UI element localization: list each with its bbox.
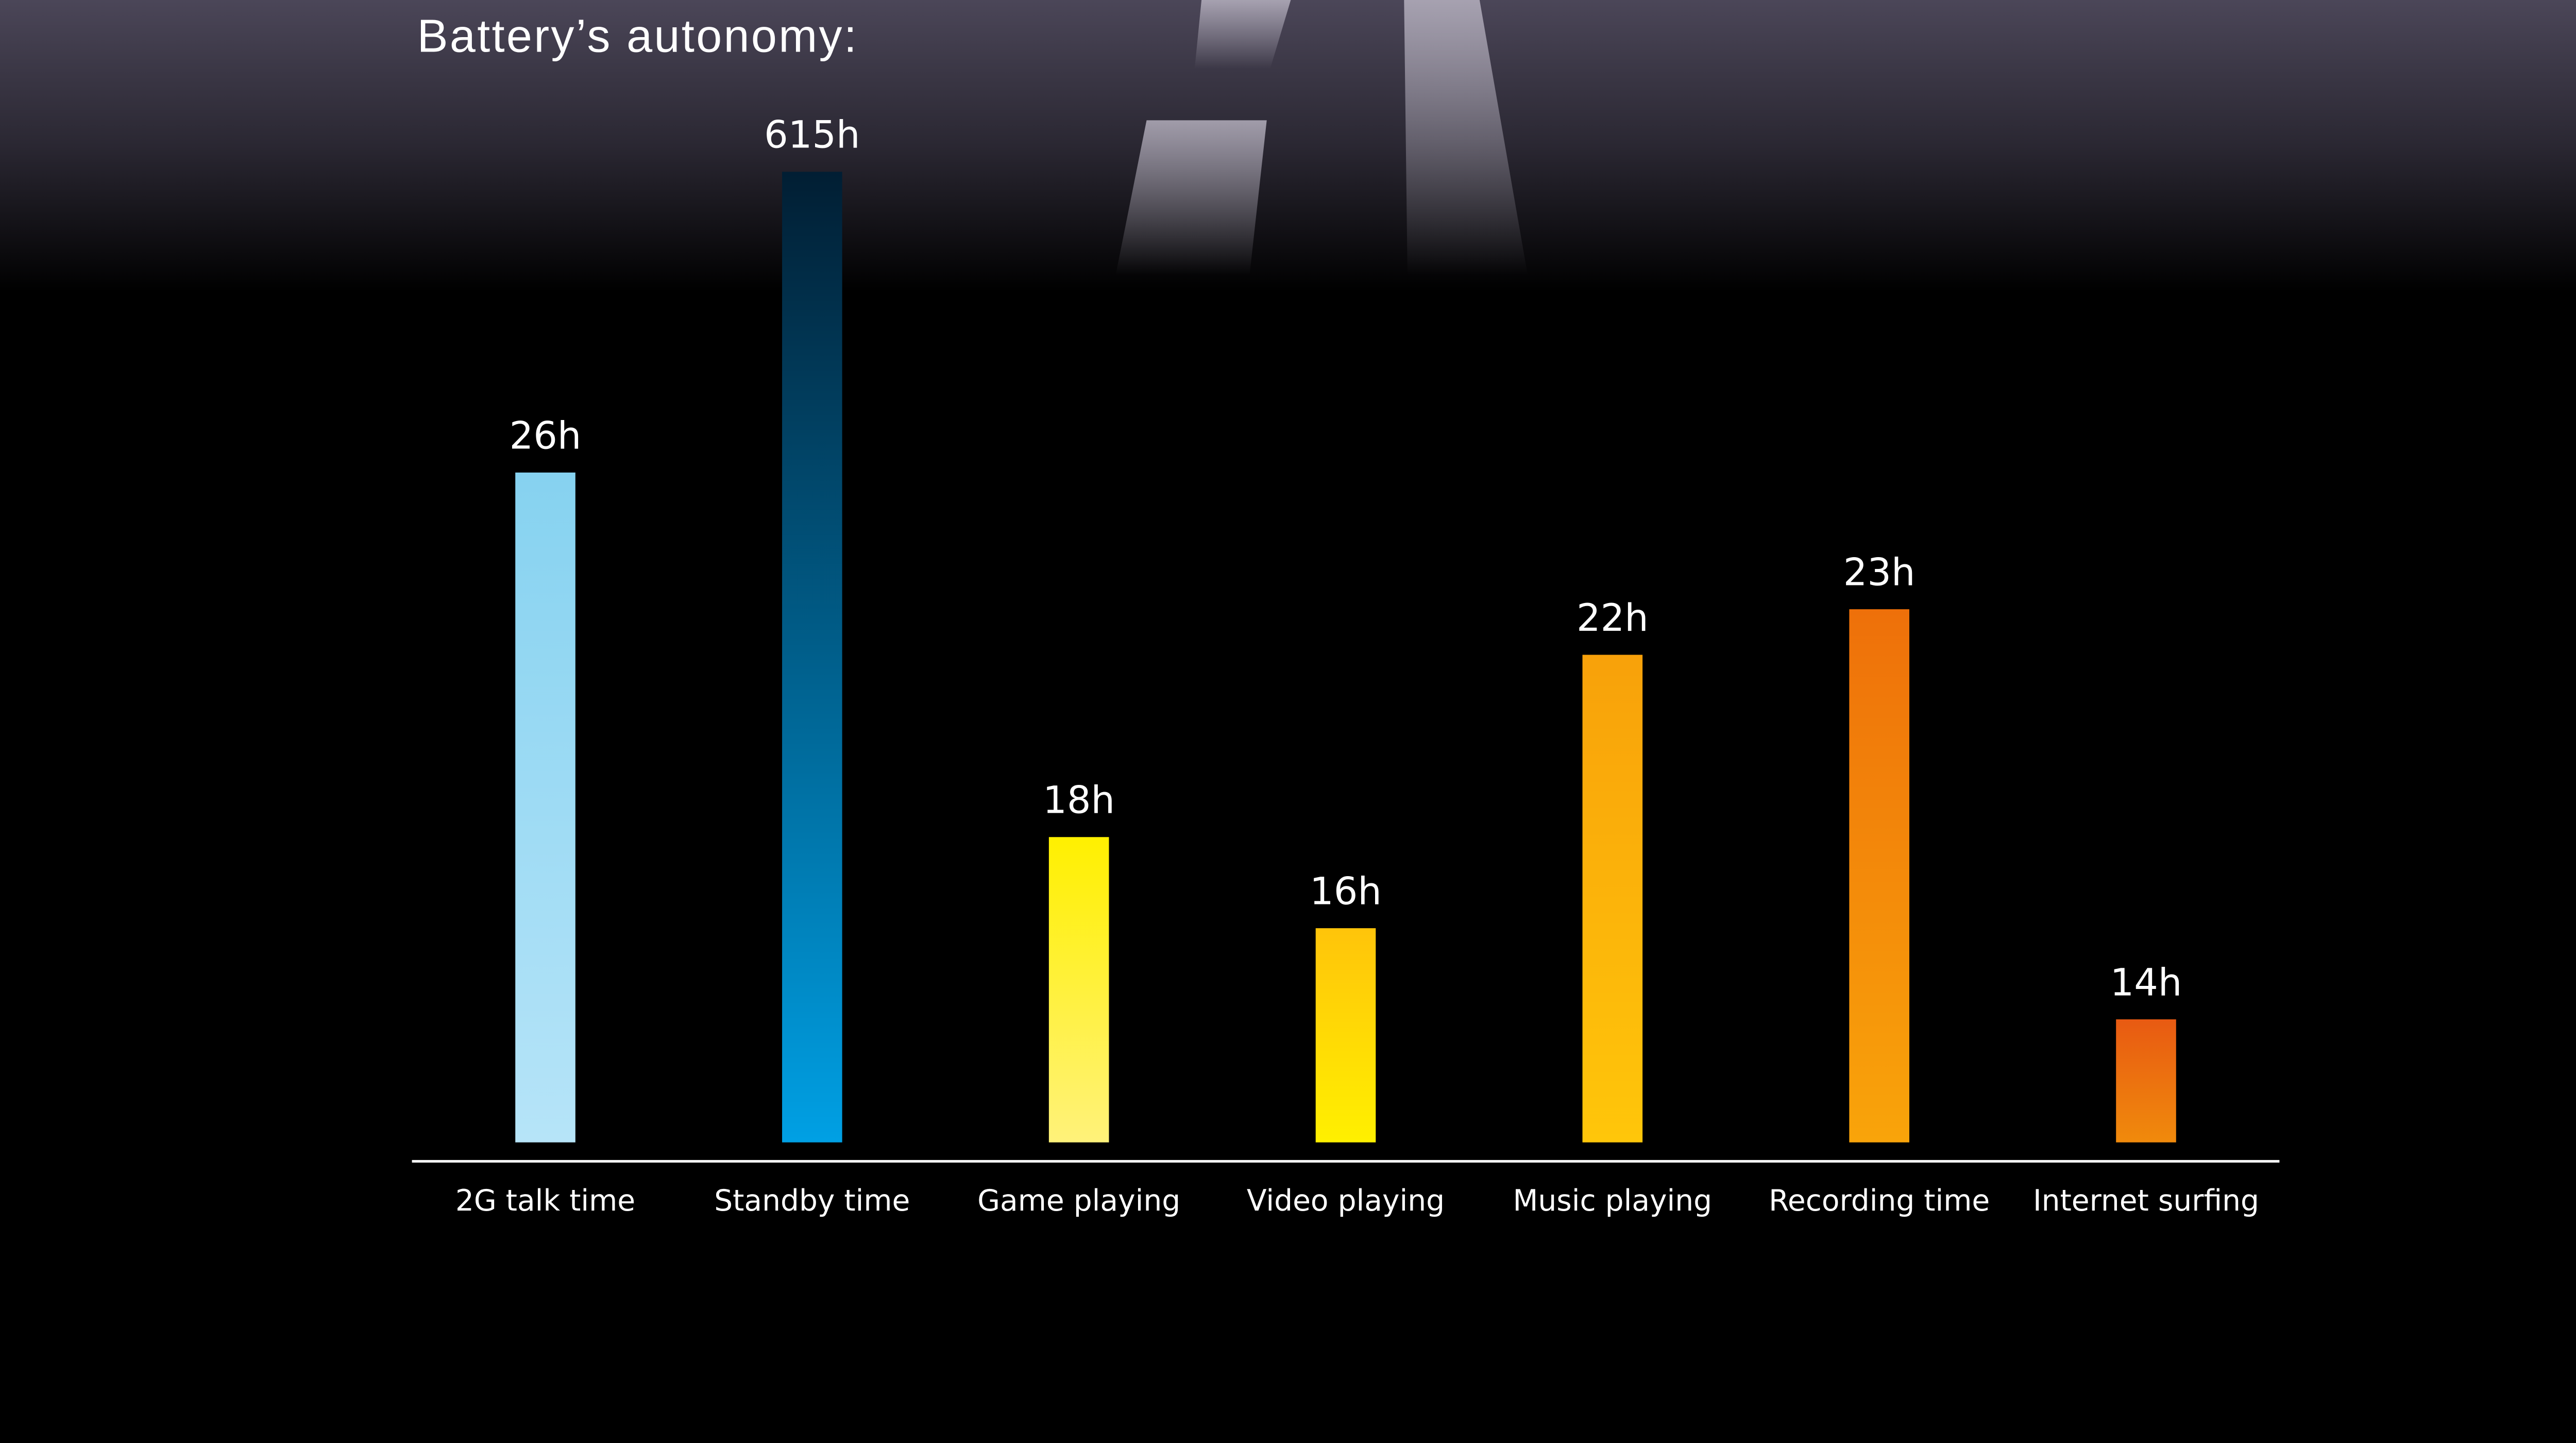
value-label: 23h <box>1843 550 1916 594</box>
bar <box>515 472 575 1143</box>
x-tick-label: Video playing <box>1247 1184 1445 1218</box>
value-label: 14h <box>2110 961 2182 1004</box>
road-stripe <box>1115 120 1267 275</box>
x-tick-label: Internet surfing <box>2033 1184 2259 1218</box>
bar <box>782 172 842 1143</box>
bar <box>1315 928 1376 1143</box>
road-stripe <box>1194 0 1291 69</box>
background-photo <box>0 0 2576 292</box>
bar <box>2116 1019 2176 1143</box>
x-tick-label: 2G talk time <box>455 1184 635 1218</box>
value-label: 18h <box>1043 779 1115 823</box>
value-label: 615h <box>764 113 860 157</box>
x-tick-label: Recording time <box>1769 1184 1990 1218</box>
bar <box>1582 655 1643 1143</box>
x-tick-label: Music playing <box>1513 1184 1713 1218</box>
road-stripe <box>1404 0 1528 275</box>
x-tick-label: Game playing <box>977 1184 1180 1218</box>
value-label: 16h <box>1310 869 1382 913</box>
chart-title: Battery’s autonomy: <box>417 10 859 62</box>
x-tick-label: Standby time <box>714 1184 910 1218</box>
bar <box>1048 837 1109 1143</box>
bar <box>1849 609 1909 1143</box>
value-label: 26h <box>510 414 582 458</box>
value-label: 22h <box>1577 596 1649 640</box>
